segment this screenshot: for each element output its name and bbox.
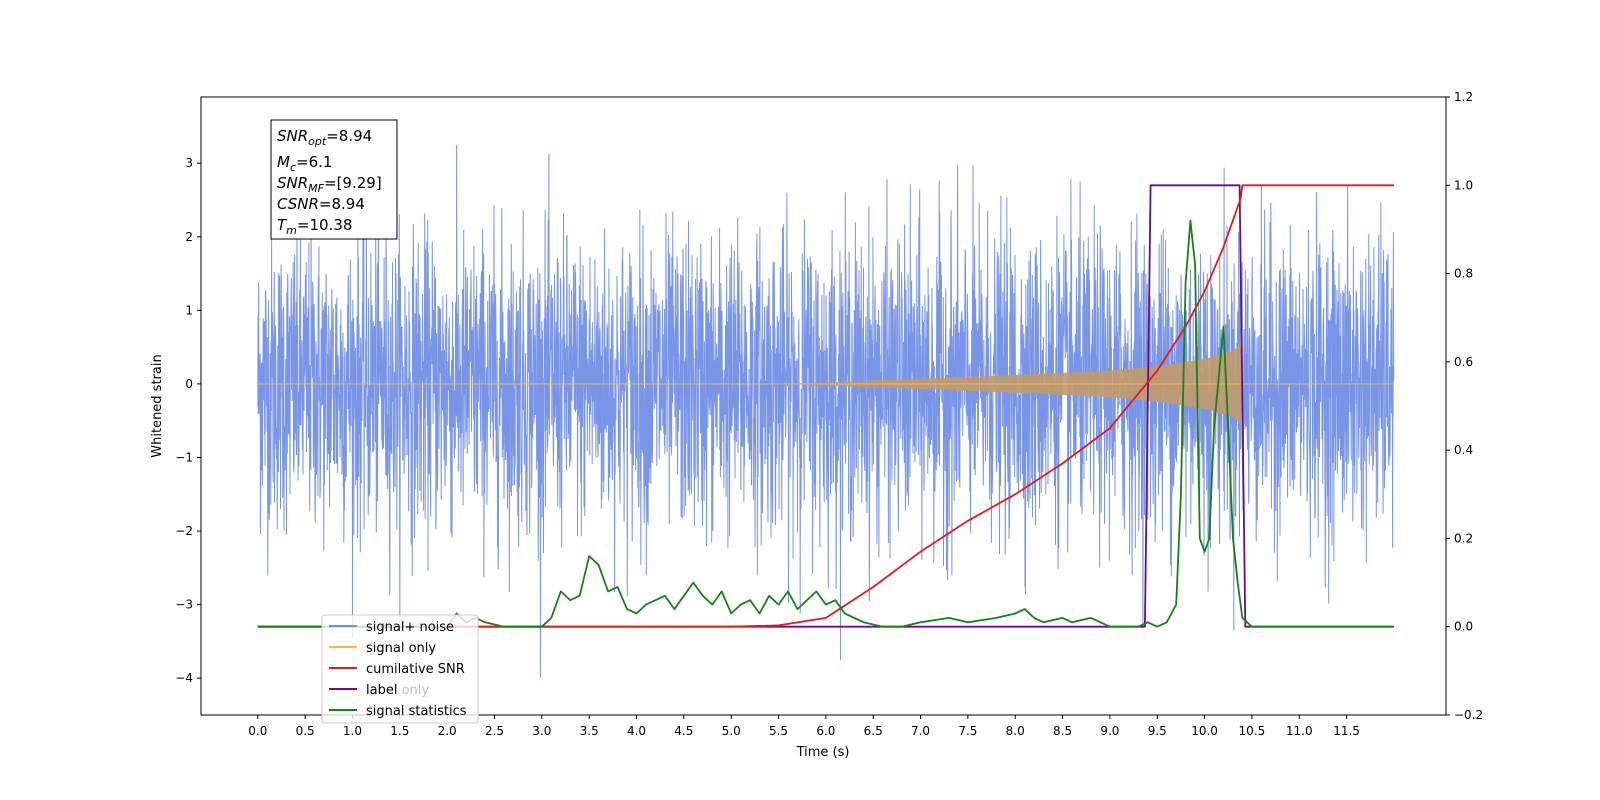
x-tick-label: 5.0 [722, 724, 741, 738]
y-left-tick-label: −2 [175, 524, 193, 538]
x-tick-label: 1.0 [343, 724, 362, 738]
x-tick-label: 5.5 [769, 724, 788, 738]
y-left-tick-label: 3 [185, 156, 193, 170]
x-tick-label: 7.0 [911, 724, 930, 738]
annotation-snr-mf: SNRMF=[9.29] [277, 174, 382, 195]
y-right-tick-label: 1.0 [1454, 178, 1473, 192]
x-tick-label: 7.5 [958, 724, 977, 738]
lines-layer [257, 184, 1394, 628]
x-tick-label: 3.5 [580, 724, 599, 738]
legend-label-signal-noise: signal+ noise [366, 620, 454, 635]
y-right-tick-label: 0.6 [1454, 355, 1473, 369]
legend-label-signal-statistics: signal statistics [366, 704, 467, 719]
x-tick-label: 8.0 [1006, 724, 1025, 738]
x-tick-label: 3.0 [532, 724, 551, 738]
signal-layer [257, 343, 1394, 425]
x-tick-label: 4.0 [627, 724, 646, 738]
annotation-box: SNRopt=8.94 Mc=6.1 SNRMF=[9.29] CSNR=8.9… [270, 119, 398, 240]
series-signal-statistics [257, 219, 1394, 628]
x-tick-label: 11.0 [1286, 724, 1313, 738]
y-left-tick-label: −1 [175, 451, 193, 465]
y-left-tick-label: −4 [175, 671, 193, 685]
annotation-csnr: CSNR=8.94 [277, 195, 365, 213]
plot-frame [200, 96, 1447, 716]
y-right-tick-label: 1.2 [1454, 90, 1473, 104]
x-tick-label: 10.5 [1239, 724, 1266, 738]
legend-frame [321, 614, 479, 724]
legend-label-label-only: label only [366, 683, 429, 698]
x-tick-label: 8.5 [1053, 724, 1072, 738]
x-tick-label: 11.5 [1333, 724, 1360, 738]
x-tick-label: 10.0 [1191, 724, 1218, 738]
legend-label-cumulative-snr: cumilative SNR [366, 662, 465, 677]
series-cumilative-snr [257, 184, 1394, 628]
x-axis-label: Time (s) [796, 745, 850, 760]
y-left-tick-label: 1 [185, 303, 193, 317]
y-left-tick-label: 2 [185, 230, 193, 244]
axes-layer: 0.0 0.5 1.0 1.5 2.0 2.5 3.0 3.5 4.0 4.5 5.0 5.5 6.0 6… [175, 90, 1483, 738]
legend-label-label: label [366, 683, 397, 698]
y-left-tick-label: −3 [175, 598, 193, 612]
annotation-mc: Mc=6.1 [277, 153, 332, 174]
y-right-tick-label: 0.2 [1454, 531, 1473, 545]
y-right-tick-label: 0.0 [1454, 620, 1473, 634]
x-tick-label: 6.5 [864, 724, 883, 738]
x-tick-label: 4.5 [674, 724, 693, 738]
y-left-tick-label: 0 [185, 377, 193, 391]
y-right-tick-label: 0.4 [1454, 443, 1473, 457]
x-tick-label: 2.0 [438, 724, 457, 738]
x-tick-label: 2.5 [485, 724, 504, 738]
x-tick-label: 9.5 [1148, 724, 1167, 738]
y-axis-label: Whitened strain [150, 354, 165, 457]
legend: signal+ noise signal only cumilative SNR… [321, 614, 479, 724]
annotation-tm: Tm=10.38 [277, 216, 352, 237]
legend-label-signal-only: signal only [366, 641, 436, 656]
x-tick-label: 0.5 [296, 724, 315, 738]
x-tick-label: 6.0 [816, 724, 835, 738]
y-right-tick-label: 0.8 [1454, 267, 1473, 281]
x-tick-label: 9.0 [1100, 724, 1119, 738]
annotation-snr-opt: SNRopt=8.94 [277, 127, 372, 148]
y-right-tick-label: −0.2 [1454, 708, 1483, 722]
x-tick-label: 0.0 [248, 724, 267, 738]
x-tick-label: 1.5 [390, 724, 409, 738]
